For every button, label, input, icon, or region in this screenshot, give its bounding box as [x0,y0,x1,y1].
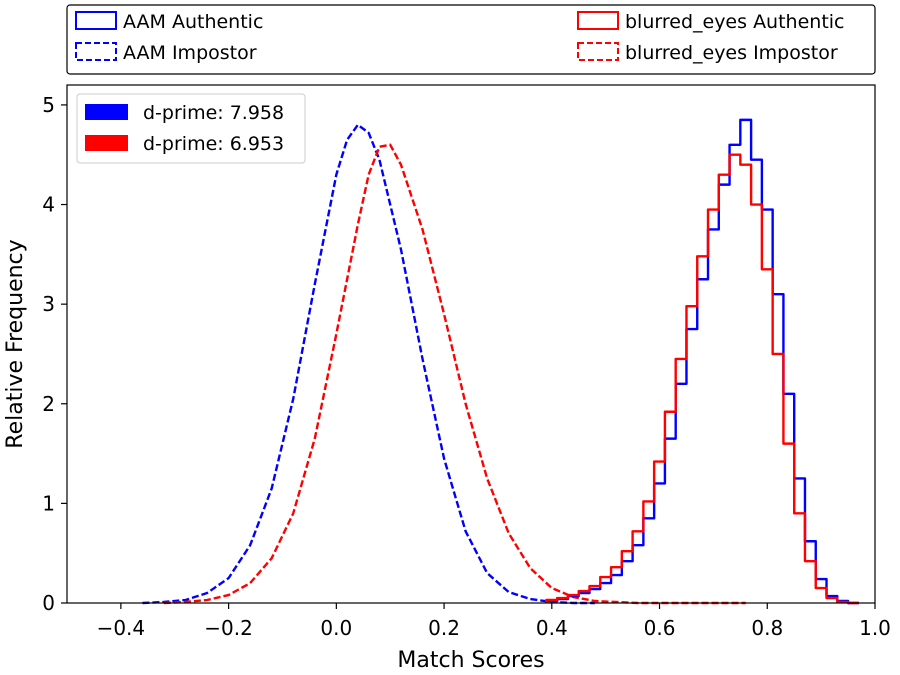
y-tick-label: 3 [42,292,55,316]
y-tick-label: 4 [42,193,55,217]
y-tick-label: 5 [42,93,55,117]
x-tick-label: 0.6 [644,616,676,640]
y-tick-label: 2 [42,392,55,416]
dprime-legend: d-prime: 7.958 d-prime: 6.953 [76,93,306,164]
legend-swatch-blurred-authentic [577,11,619,30]
y-axis-label: Relative Frequency [3,239,28,448]
tick-layer: −0.4 −0.2 0.0 0.2 0.4 0.6 0.8 1.0 0 1 2 3 4 5 [42,93,891,640]
series-layer [142,118,859,605]
x-tick-label: 1.0 [859,616,891,640]
legend-label-blurred-impostor: blurred_eyes Impostor [625,42,838,64]
x-axis-label: Match Scores [397,648,544,673]
legend-label-blurred-authentic: blurred_eyes Authentic [625,11,845,33]
legend-swatch-aam-impostor [75,42,117,61]
x-tick-label: 0.8 [751,616,783,640]
series-aam-authentic [545,118,859,605]
dprime-label-blurred: d-prime: 6.953 [143,133,284,155]
legend-swatch-aam-authentic [75,11,117,30]
series-blurred-eyes-impostor [163,143,746,605]
x-tick-label: −0.4 [97,616,146,640]
legend-label-aam-authentic: AAM Authentic [123,11,263,33]
x-tick-label: 0.4 [536,616,568,640]
y-tick-label: 1 [42,491,55,515]
dprime-swatch-aam [85,104,128,120]
x-tick-label: 0.0 [320,616,352,640]
top-legend: AAM Authentic AAM Impostor blurred_eyes … [66,4,876,75]
y-tick-label: 0 [42,591,55,615]
legend-label-aam-impostor: AAM Impostor [123,42,257,64]
series-blurred-eyes-authentic [545,153,859,605]
top-legend-frame [66,4,876,75]
x-tick-label: 0.2 [428,616,460,640]
plot-frame [66,84,876,604]
dprime-label-aam: d-prime: 7.958 [143,102,284,124]
legend-swatch-blurred-impostor [577,42,619,61]
series-aam-impostor [142,123,595,605]
dprime-swatch-blurred [85,135,128,151]
x-tick-label: −0.2 [204,616,253,640]
dprime-legend-frame [76,93,306,164]
